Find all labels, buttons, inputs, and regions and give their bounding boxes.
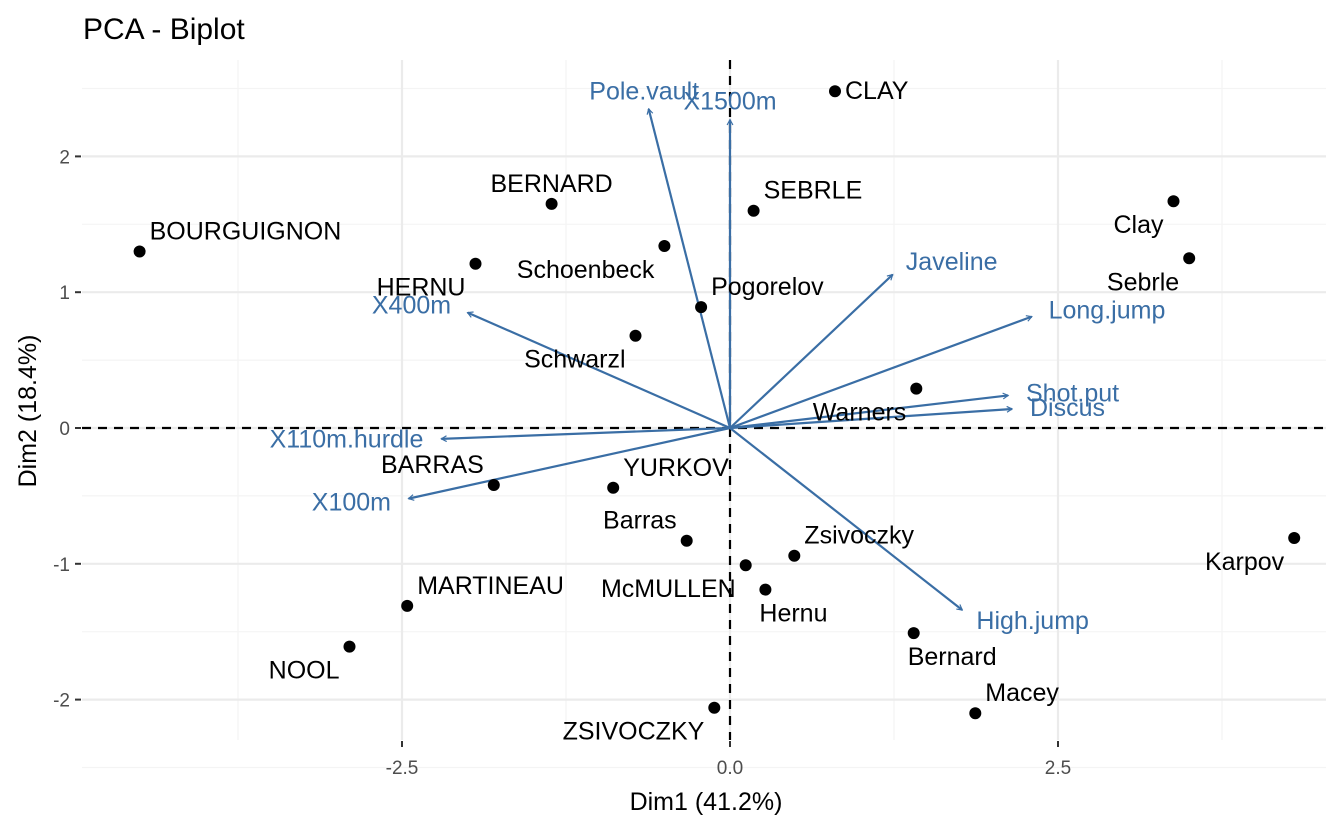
y-axis-title: Dim2 (18.4%) (14, 335, 42, 488)
variable-arrow (729, 409, 1012, 430)
x-tick-label: 2.5 (1045, 758, 1071, 779)
variable-arrow (441, 426, 731, 439)
individual-label: MARTINEAU (417, 572, 564, 600)
individual-label: CLAY (845, 77, 909, 105)
individual-label: Bernard (908, 643, 997, 671)
individual-point (695, 301, 708, 314)
y-tick-label: -2 (53, 691, 70, 712)
variable-label: Javeline (906, 248, 998, 276)
individual-label: ZSIVOCZKY (563, 718, 705, 746)
individual-point (910, 382, 923, 395)
y-tick-label: -1 (53, 555, 70, 576)
individual-label: HERNU (377, 274, 466, 302)
individual-point (739, 559, 752, 572)
individual-point (469, 257, 482, 270)
y-tick-label: 0 (59, 419, 70, 440)
variable-label: X110m.hurdle (270, 426, 424, 454)
individual-point (708, 701, 721, 714)
individual-label: BARRAS (381, 451, 484, 479)
individual-point (658, 240, 671, 252)
chart-title: PCA - Biplot (83, 13, 245, 46)
individual-point (759, 583, 772, 596)
individual-point (343, 640, 356, 653)
x-axis-ticks: -2.5 0.0 2.5 (386, 741, 1071, 779)
individual-label: Schoenbeck (517, 256, 655, 284)
individual-points (133, 85, 1301, 720)
individual-label: Schwarzl (524, 346, 625, 374)
variable-arrow (649, 109, 732, 429)
variable-arrow (409, 426, 731, 499)
individual-label: NOOL (269, 657, 340, 685)
x-tick-label: -2.5 (386, 758, 419, 779)
individual-point (487, 479, 500, 491)
variable-label: Shot.put (1026, 379, 1119, 407)
individual-point (133, 245, 146, 258)
individual-label: BOURGUIGNON (150, 218, 342, 246)
variable-arrow (729, 427, 962, 611)
individual-label: Karpov (1205, 548, 1285, 576)
individual-label: Warners (813, 399, 907, 427)
variable-arrows (409, 109, 1032, 611)
major-gridlines (82, 60, 1326, 740)
individual-labels: CLAY BERNARD SEBRLE BOURGUIGNON Schoenbeck HE… (150, 77, 1285, 746)
zero-reference-lines (82, 60, 1326, 740)
individual-point (829, 85, 841, 98)
variable-label: Discus (1030, 394, 1105, 422)
individual-label: McMULLEN (601, 575, 736, 603)
individual-point (680, 534, 693, 547)
individual-point (1288, 532, 1301, 544)
variable-label: X1500m (683, 88, 776, 116)
minor-gridlines (82, 60, 1326, 769)
variable-label: Pole.vault (589, 77, 699, 105)
individual-label: Clay (1113, 211, 1164, 239)
individual-point (747, 204, 760, 217)
variable-arrow (729, 395, 1008, 430)
x-tick-label: 0.0 (717, 758, 743, 779)
y-tick-label: 1 (59, 283, 70, 304)
individual-point (607, 481, 620, 494)
variable-label: X100m (312, 489, 391, 517)
x-axis-title: Dim1 (41.2%) (630, 788, 783, 816)
variable-label: X400m (372, 291, 451, 319)
y-axis-ticks: -2 -1 0 1 2 (53, 147, 81, 712)
variable-label: Long.jump (1049, 296, 1166, 324)
individual-label: Pogorelov (711, 273, 824, 301)
individual-point (1183, 252, 1196, 265)
individual-label: Zsivoczky (804, 522, 914, 550)
individual-label: Sebrle (1107, 268, 1179, 296)
variable-label: High.jump (976, 607, 1089, 635)
individual-point (629, 329, 642, 342)
individual-label: Barras (603, 507, 677, 535)
individual-point (907, 627, 920, 640)
individual-label: Hernu (759, 600, 827, 628)
individual-point (969, 707, 982, 720)
individual-point (788, 549, 801, 562)
individual-label: Macey (985, 679, 1059, 707)
variable-arrow (468, 313, 731, 430)
individual-point (1167, 195, 1180, 208)
individual-point (401, 599, 414, 612)
individual-point (545, 197, 558, 210)
individual-label: BERNARD (490, 170, 612, 198)
individual-label: SEBRLE (764, 177, 863, 205)
individual-label: YURKOV (623, 454, 729, 482)
variable-arrow (729, 275, 893, 429)
y-tick-label: 2 (59, 147, 70, 168)
variable-arrow (729, 317, 1032, 430)
